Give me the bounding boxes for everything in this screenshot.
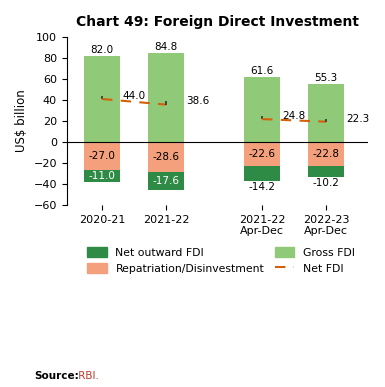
Text: -10.2: -10.2 bbox=[313, 178, 340, 188]
Text: 38.6: 38.6 bbox=[186, 96, 210, 106]
Bar bbox=[308, 142, 344, 166]
Text: 84.8: 84.8 bbox=[154, 42, 177, 52]
Text: 44.0: 44.0 bbox=[122, 91, 146, 101]
Bar bbox=[308, 166, 344, 176]
Bar bbox=[84, 56, 120, 142]
Bar bbox=[84, 142, 120, 170]
Bar bbox=[244, 166, 280, 180]
Text: 55.3: 55.3 bbox=[315, 73, 338, 83]
Bar bbox=[308, 84, 344, 142]
Text: 22.3: 22.3 bbox=[346, 113, 370, 123]
Title: Chart 49: Foreign Direct Investment: Chart 49: Foreign Direct Investment bbox=[76, 15, 359, 29]
Text: Source:: Source: bbox=[35, 371, 79, 381]
Text: -22.8: -22.8 bbox=[313, 149, 340, 159]
Bar bbox=[244, 77, 280, 142]
Bar bbox=[244, 142, 280, 166]
Text: -22.6: -22.6 bbox=[249, 149, 276, 159]
Text: -11.0: -11.0 bbox=[89, 171, 115, 181]
Text: 24.8: 24.8 bbox=[283, 111, 306, 121]
Text: 61.6: 61.6 bbox=[250, 66, 274, 76]
Y-axis label: US$ billion: US$ billion bbox=[15, 90, 28, 152]
Text: -17.6: -17.6 bbox=[152, 176, 179, 186]
Text: -27.0: -27.0 bbox=[89, 151, 115, 161]
Bar bbox=[148, 53, 184, 142]
Bar bbox=[148, 172, 184, 190]
Bar bbox=[84, 170, 120, 182]
Text: 82.0: 82.0 bbox=[90, 45, 114, 55]
Text: -28.6: -28.6 bbox=[152, 152, 179, 162]
Legend: Net outward FDI, Repatriation/Disinvestment, Gross FDI, Net FDI: Net outward FDI, Repatriation/Disinvestm… bbox=[87, 247, 355, 274]
Text: -14.2: -14.2 bbox=[249, 182, 276, 192]
Bar bbox=[148, 142, 184, 172]
Text: RBI.: RBI. bbox=[75, 371, 99, 381]
